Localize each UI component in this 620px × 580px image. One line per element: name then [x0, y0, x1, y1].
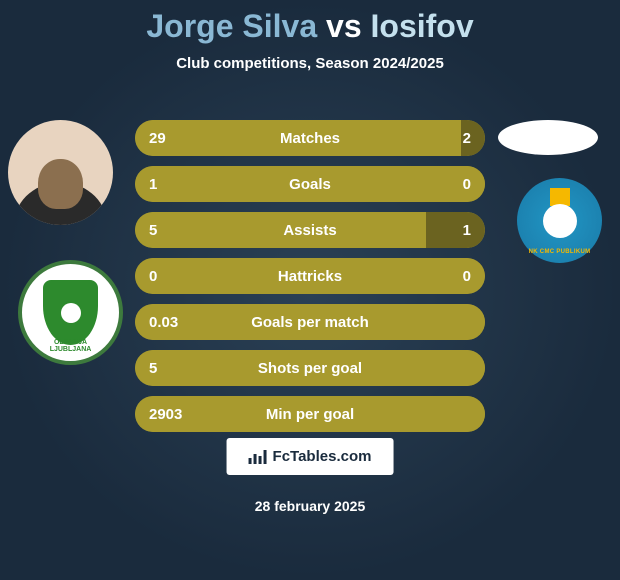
stat-right-value: 2: [463, 130, 471, 147]
stat-right-value: 0: [463, 268, 471, 285]
player-left-avatar: [8, 120, 113, 225]
stat-left-value: 29: [149, 130, 166, 147]
stat-row: Hattricks0 0: [135, 258, 485, 294]
brand-badge[interactable]: FcTables.com: [227, 438, 394, 475]
stat-label: Goals: [135, 176, 485, 193]
club-right-ball-icon: [543, 204, 577, 238]
stat-left-value: 5: [149, 360, 157, 377]
club-left-label1: OLIMPIJA: [54, 339, 87, 346]
club-left-label2: LJUBLJANA: [50, 346, 92, 353]
stat-label: Shots per goal: [135, 360, 485, 377]
stat-row: Matches29 2: [135, 120, 485, 156]
club-left-shield-icon: [43, 280, 98, 345]
stat-label: Assists: [135, 222, 485, 239]
stat-label: Goals per match: [135, 314, 485, 331]
bar-chart-icon: [249, 450, 267, 464]
title-player2: Iosifov: [371, 8, 474, 44]
stat-label: Hattricks: [135, 268, 485, 285]
stat-right-value: 1: [463, 222, 471, 239]
stat-left-value: 5: [149, 222, 157, 239]
stat-left-value: 2903: [149, 406, 182, 423]
avatar-head: [38, 159, 83, 209]
footer-date: 28 february 2025: [0, 498, 620, 514]
club-left-name: OLIMPIJA LJUBLJANA: [22, 339, 119, 353]
title-player1: Jorge Silva: [146, 8, 317, 44]
stat-bars: Matches292Goals10Assists51Hattricks00Goa…: [135, 120, 485, 442]
title-vs: vs: [326, 8, 362, 44]
stat-row: Shots per goal5: [135, 350, 485, 386]
stat-row: Min per goal2903: [135, 396, 485, 432]
brand-label: FcTables.com: [273, 448, 372, 465]
club-right-name: NK CMC PUBLIKUM: [529, 249, 591, 255]
comparison-card: Jorge Silva vs Iosifov Club competitions…: [0, 0, 620, 580]
club-right-badge: NK CMC PUBLIKUM: [517, 178, 602, 263]
stat-label: Matches: [135, 130, 485, 147]
page-title: Jorge Silva vs Iosifov: [0, 0, 620, 45]
stat-row: Goals per match0.03: [135, 304, 485, 340]
stat-row: Assists5 1: [135, 212, 485, 248]
stat-right-value: 0: [463, 176, 471, 193]
stat-left-value: 1: [149, 176, 157, 193]
stat-left-value: 0: [149, 268, 157, 285]
subtitle: Club competitions, Season 2024/2025: [0, 55, 620, 72]
club-left-badge: OLIMPIJA LJUBLJANA: [18, 260, 123, 365]
stat-label: Min per goal: [135, 406, 485, 423]
stat-row: Goals1 0: [135, 166, 485, 202]
player-right-avatar: [498, 120, 598, 155]
stat-left-value: 0.03: [149, 314, 178, 331]
